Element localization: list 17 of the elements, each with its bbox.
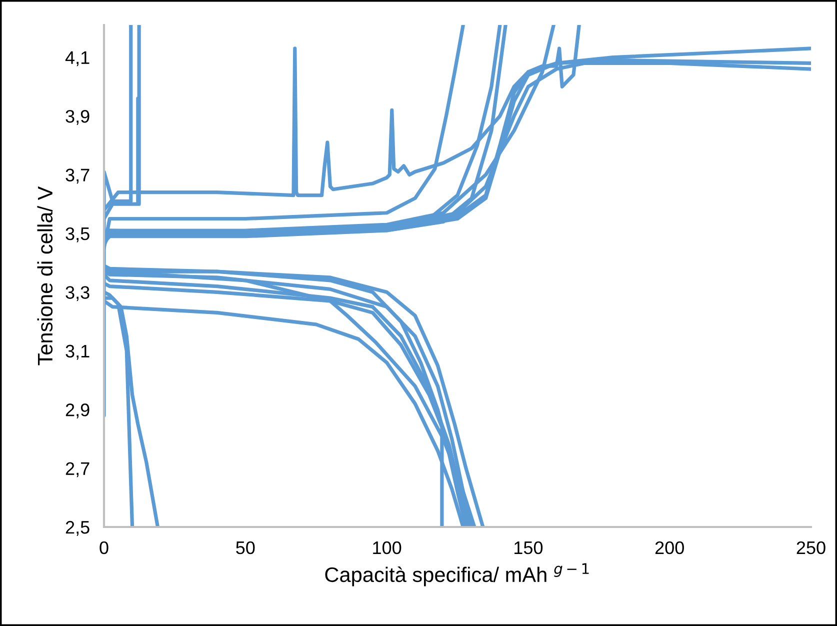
x-tick-label: 0 xyxy=(100,541,108,554)
y-tick-label: 3,3 xyxy=(66,286,90,301)
y-tick-label: 3,5 xyxy=(66,227,90,242)
y-tick-label: 2,9 xyxy=(66,404,90,418)
y-tick-label: 3,1 xyxy=(66,344,90,360)
x-axis-title: Capacità specifica/ mAh $^{g−1}$ xyxy=(325,563,589,586)
y-tick-label: 2,5 xyxy=(66,520,90,536)
x-tick-label: 200 xyxy=(655,541,684,554)
y-axis-title: Tensione di cella/ V xyxy=(37,186,53,366)
x-tick-label: 100 xyxy=(373,541,402,554)
x-tick-label: 50 xyxy=(236,541,255,554)
x-tick-label: 250 xyxy=(796,541,826,554)
y-tick-label: 3,9 xyxy=(66,110,90,125)
x-tick-label: 150 xyxy=(514,541,543,554)
y-tick-label: 4,1 xyxy=(65,51,90,66)
y-tick-label: 3,7 xyxy=(66,168,90,184)
y-tick-label: 2,7 xyxy=(66,462,90,478)
